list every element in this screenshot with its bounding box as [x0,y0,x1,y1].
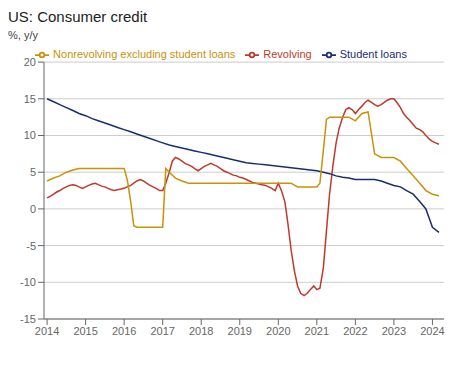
html-text:Student loans: Student loans [339,48,407,60]
svg-text:2017: 2017 [150,325,174,337]
svg-text:5: 5 [30,166,36,178]
svg-text:2024: 2024 [420,325,444,337]
html-text:%, y/y: %, y/y [8,29,38,41]
svg-text:10: 10 [24,129,36,141]
svg-text:2014: 2014 [35,325,59,337]
html-text:US: Consumer credit: US: Consumer credit [8,8,148,25]
svg-text:2018: 2018 [189,325,213,337]
svg-text:2022: 2022 [343,325,367,337]
svg-text:0: 0 [30,203,36,215]
html-text:Nonrevolving excluding student: Nonrevolving excluding student loans [53,48,236,60]
svg-text:2020: 2020 [266,325,290,337]
svg-text:2016: 2016 [112,325,136,337]
svg-text:2023: 2023 [382,325,406,337]
svg-text:2019: 2019 [228,325,252,337]
svg-text:-5: -5 [26,240,36,252]
svg-text:2015: 2015 [73,325,97,337]
html-text:Revolving: Revolving [263,48,312,60]
svg-text:-10: -10 [20,276,36,288]
svg-text:-15: -15 [20,313,36,325]
svg-text:20: 20 [24,56,36,68]
svg-text:15: 15 [24,93,36,105]
svg-text:2021: 2021 [305,325,329,337]
